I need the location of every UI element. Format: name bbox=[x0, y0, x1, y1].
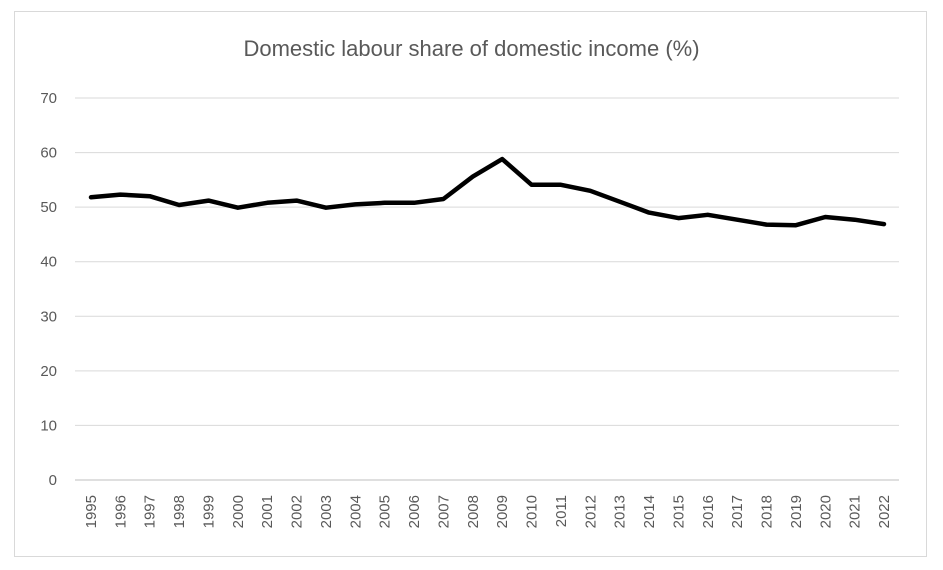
x-tick-label: 2018 bbox=[759, 495, 776, 528]
x-tick-label: 1999 bbox=[200, 495, 217, 528]
gridlines bbox=[75, 97, 899, 481]
x-tick-label: 1995 bbox=[83, 495, 100, 528]
x-tick-label: 2000 bbox=[230, 495, 247, 528]
x-tick-label: 2014 bbox=[641, 495, 658, 528]
x-tick-label: 2001 bbox=[259, 495, 276, 528]
chart-frame bbox=[14, 11, 927, 557]
y-tick-label: 40 bbox=[40, 254, 57, 271]
x-tick-label: 1997 bbox=[142, 495, 159, 528]
x-tick-label: 2019 bbox=[788, 495, 805, 528]
y-tick-label: 30 bbox=[40, 308, 57, 325]
x-tick-label: 2006 bbox=[406, 495, 423, 528]
chart-title: Domestic labour share of domestic income… bbox=[243, 36, 700, 61]
x-tick-label: 2020 bbox=[817, 495, 834, 528]
y-tick-label: 50 bbox=[40, 199, 57, 216]
y-axis-ticks: 0 10 20 30 40 50 60 70 bbox=[40, 90, 57, 489]
x-tick-label: 2005 bbox=[377, 495, 394, 528]
x-tick-label: 2016 bbox=[700, 495, 717, 528]
y-tick-label: 20 bbox=[40, 363, 57, 380]
x-tick-label: 2003 bbox=[318, 495, 335, 528]
x-tick-label: 2013 bbox=[612, 495, 629, 528]
x-tick-label: 2009 bbox=[494, 495, 511, 528]
x-tick-label: 2017 bbox=[729, 495, 746, 528]
x-tick-label: 2008 bbox=[465, 495, 482, 528]
y-tick-label: 60 bbox=[40, 145, 57, 162]
series-layer bbox=[88, 156, 887, 228]
y-tick-label: 70 bbox=[40, 90, 57, 107]
x-tick-label: 2007 bbox=[435, 495, 452, 528]
x-tick-label: 1996 bbox=[112, 495, 129, 528]
x-tick-label: 2021 bbox=[847, 495, 864, 528]
x-tick-label: 2011 bbox=[553, 495, 570, 527]
x-tick-label: 2015 bbox=[670, 495, 687, 528]
x-tick-label: 2022 bbox=[876, 495, 893, 528]
x-tick-label: 2004 bbox=[347, 495, 364, 528]
x-tick-label: 2012 bbox=[582, 495, 599, 528]
x-tick-label: 2002 bbox=[289, 495, 306, 528]
x-tick-label: 2010 bbox=[524, 495, 541, 528]
y-tick-label: 10 bbox=[40, 417, 57, 434]
y-tick-label: 0 bbox=[49, 472, 57, 489]
series-line-0 bbox=[88, 156, 887, 228]
x-axis-ticks: 1995 1996 1997 1998 1999 2000 2001 2002 2003 2004… bbox=[83, 495, 893, 528]
x-tick-label: 1998 bbox=[171, 495, 188, 528]
